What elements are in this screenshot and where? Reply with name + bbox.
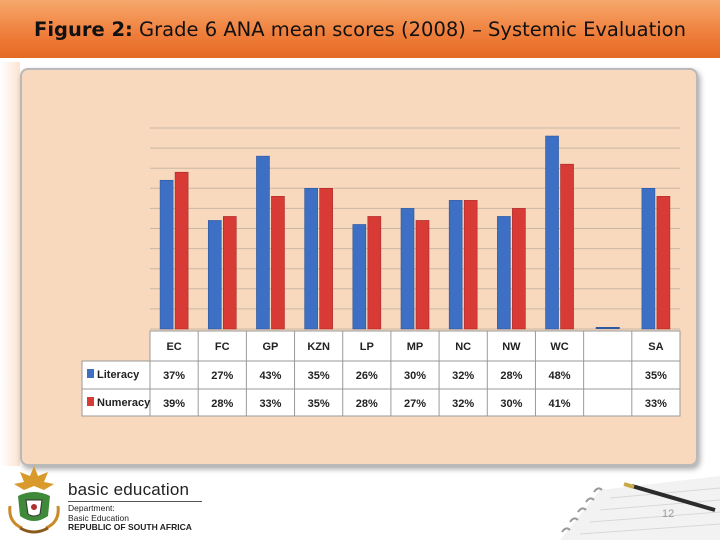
page-number: 12 [662,508,675,520]
category-label-FC: FC [215,341,230,353]
bar-numeracy-KZN [319,188,333,330]
literacy-value-WC: 48% [549,370,571,382]
bar-numeracy-NW [512,208,526,330]
legend-swatch-numeracy [87,397,94,406]
legend-label-literacy: Literacy [97,369,140,381]
numeracy-value-EC: 39% [163,398,185,410]
literacy-value-SA: 35% [645,370,667,382]
literacy-value-GP: 43% [259,370,281,382]
slide-title-rest: Grade 6 ANA mean scores (2008) – Systemi… [132,17,686,41]
literacy-value-FC: 27% [211,370,233,382]
numeracy-value-SA: 33% [645,398,667,410]
dept-line-2: Basic Education [68,512,129,523]
literacy-value-EC: 37% [163,370,185,382]
numeracy-value-LP: 28% [356,398,378,410]
dept-line-1: Department: [68,503,115,513]
category-label-EC: EC [166,341,181,353]
bar-literacy-FC [207,220,222,330]
department-block: Department: Basic Education REPUBLIC OF … [68,503,192,533]
category-label-MP: MP [407,341,424,353]
bar-literacy-MP [400,208,415,330]
literacy-value-NW: 28% [500,370,522,382]
numeracy-value-MP: 27% [404,398,426,410]
numeracy-value-FC: 28% [211,398,233,410]
category-label-WC: WC [550,341,568,353]
title-bar: Figure 2: Grade 6 ANA mean scores (2008)… [0,0,720,58]
literacy-value-LP: 26% [356,370,378,382]
numeracy-value-NW: 30% [500,398,522,410]
literacy-value-KZN: 35% [308,370,330,382]
category-label-NC: NC [455,341,471,353]
bar-literacy-LP [352,224,367,330]
literacy-value-MP: 30% [404,370,426,382]
bar-numeracy-GP [271,196,285,330]
bar-literacy-SA [641,188,656,330]
notebook-pen-illustration [560,476,720,540]
bar-numeracy-NC [463,200,478,330]
category-label-KZN: KZN [307,341,330,353]
coat-of-arms-logo [8,466,60,534]
bar-literacy-NW [497,216,511,330]
bar-literacy-WC [545,135,559,330]
literacy-value-NC: 32% [452,370,474,382]
slide-title-bold: Figure 2: [34,17,133,41]
decorative-strip [0,62,20,466]
legend-label-numeracy: Numeracy [97,397,151,409]
dept-line-3: REPUBLIC OF SOUTH AFRICA [68,522,192,532]
legend-swatch-literacy [87,369,94,378]
bar-literacy-GP [256,155,270,330]
category-label-GP: GP [263,341,279,353]
numeracy-value-GP: 33% [259,398,281,410]
footer-brand: basic education [68,480,190,499]
bar-literacy-EC [159,179,174,330]
numeracy-value-KZN: 35% [308,398,330,410]
bar-numeracy-EC [174,171,189,330]
footer-divider [68,501,202,502]
numeracy-value-NC: 32% [452,398,474,410]
bar-numeracy-SA [656,196,671,330]
slide-title: Figure 2: Grade 6 ANA mean scores (2008)… [34,18,686,41]
bar-literacy-KZN [304,188,318,330]
category-label-LP: LP [360,341,374,353]
bar-numeracy-LP [367,216,382,330]
bar-numeracy-MP [415,220,430,330]
category-label-NW: NW [502,341,521,353]
bar-literacy-NC [448,200,463,330]
category-label-SA: SA [648,341,663,353]
bar-numeracy-FC [222,216,237,330]
numeracy-value-WC: 41% [549,398,571,410]
bar-numeracy-WC [560,163,574,330]
